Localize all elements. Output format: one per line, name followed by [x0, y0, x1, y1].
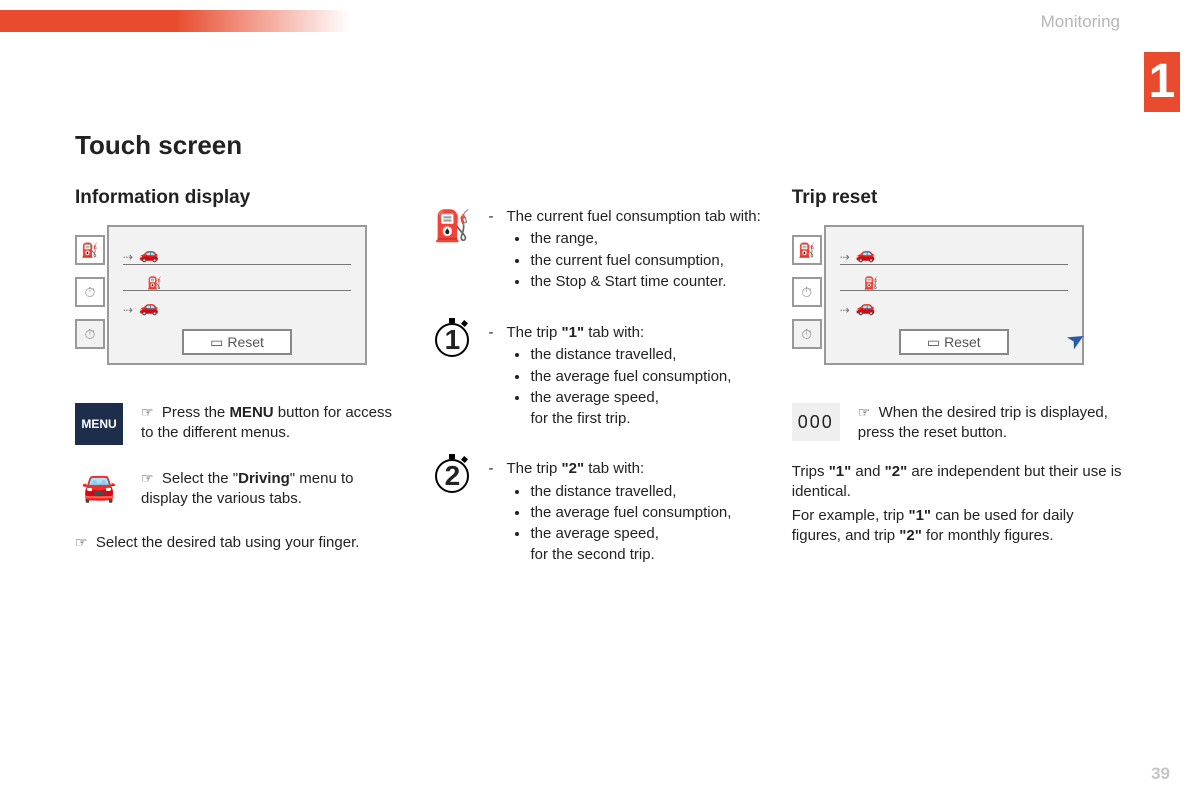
screen-tab-fuel-icon: ⛽: [792, 235, 822, 265]
finger-arrow-icon: ➤: [1062, 324, 1091, 356]
screen-tab-fuel-icon: ⛽: [75, 235, 105, 265]
menu-chip: MENU: [75, 403, 123, 445]
t2-post: tab with:: [584, 460, 644, 477]
fuel-b3: the Stop & Start time counter.: [530, 272, 760, 292]
fuel-consumption-icon: ⛽: [434, 207, 471, 248]
t1-b3: the average speed,: [530, 388, 731, 408]
chapter-number: 1: [1144, 52, 1180, 112]
trip-reset-heading: Trip reset: [792, 187, 1125, 209]
accent-bar: [0, 10, 350, 32]
page-number: 39: [1151, 764, 1170, 784]
fuel-intro: The current fuel consumption tab with:: [506, 207, 760, 227]
fuel-b2: the current fuel consumption,: [530, 251, 760, 271]
car-icon: 🚘: [82, 469, 117, 507]
step2-pre: Select the ": [162, 470, 238, 487]
reset-label: Reset: [944, 334, 981, 350]
pointer-icon: ☞: [858, 404, 871, 420]
t2-bold: "2": [562, 460, 585, 477]
step3: Select the desired tab using your finger…: [96, 534, 360, 551]
t1-b2: the average fuel consumption,: [530, 367, 731, 387]
t1-bold: "1": [562, 324, 585, 341]
screen-tab-trip2-icon: ⏱: [792, 319, 822, 349]
meter-icon: ▭: [210, 334, 223, 351]
step2-bold: Driving: [238, 470, 290, 487]
reset-button: ▭ Reset: [899, 329, 1009, 355]
reset-instruction: When the desired trip is displayed, pres…: [858, 404, 1108, 441]
t2-tail: for the second trip.: [530, 545, 731, 565]
t1-tail: for the first trip.: [530, 409, 731, 429]
section-label: Monitoring: [1041, 12, 1120, 32]
reset-button: ▭ Reset: [182, 329, 292, 355]
reset-label: Reset: [227, 334, 264, 350]
trip2-stopwatch-icon: 2: [435, 459, 469, 493]
fuel-b1: the range,: [530, 229, 760, 249]
trip1-stopwatch-icon: 1: [435, 323, 469, 357]
screen-tab-trip1-icon: ⏱: [75, 277, 105, 307]
pointer-icon: ☞: [141, 404, 154, 420]
step1-bold: MENU: [229, 404, 273, 421]
meter-icon: ▭: [927, 334, 940, 351]
info-display-heading: Information display: [75, 187, 398, 209]
pointer-icon: ☞: [75, 534, 88, 550]
t2-pre: The trip: [506, 460, 561, 477]
pointer-icon: ☞: [141, 470, 154, 486]
t2-b1: the distance travelled,: [530, 482, 731, 502]
t1-pre: The trip: [506, 324, 561, 341]
page-title: Touch screen: [75, 130, 1125, 161]
zeros-icon: 000: [792, 403, 840, 441]
t1-b1: the distance travelled,: [530, 345, 731, 365]
screen-tab-trip1-icon: ⏱: [792, 277, 822, 307]
step1-pre: Press the: [162, 404, 230, 421]
reset-screen-illustration: ⛽ ⏱ ⏱ ⇢🚗 ⛽ ⇢🚗 ▭ Reset ➤: [824, 225, 1125, 375]
t1-post: tab with:: [584, 324, 644, 341]
t2-b3: the average speed,: [530, 524, 731, 544]
info-screen-illustration: ⛽ ⏱ ⏱ ⇢🚗 ⛽ ⇢🚗 ▭ Reset: [107, 225, 398, 375]
t2-b2: the average fuel consumption,: [530, 503, 731, 523]
screen-tab-trip2-icon: ⏱: [75, 319, 105, 349]
